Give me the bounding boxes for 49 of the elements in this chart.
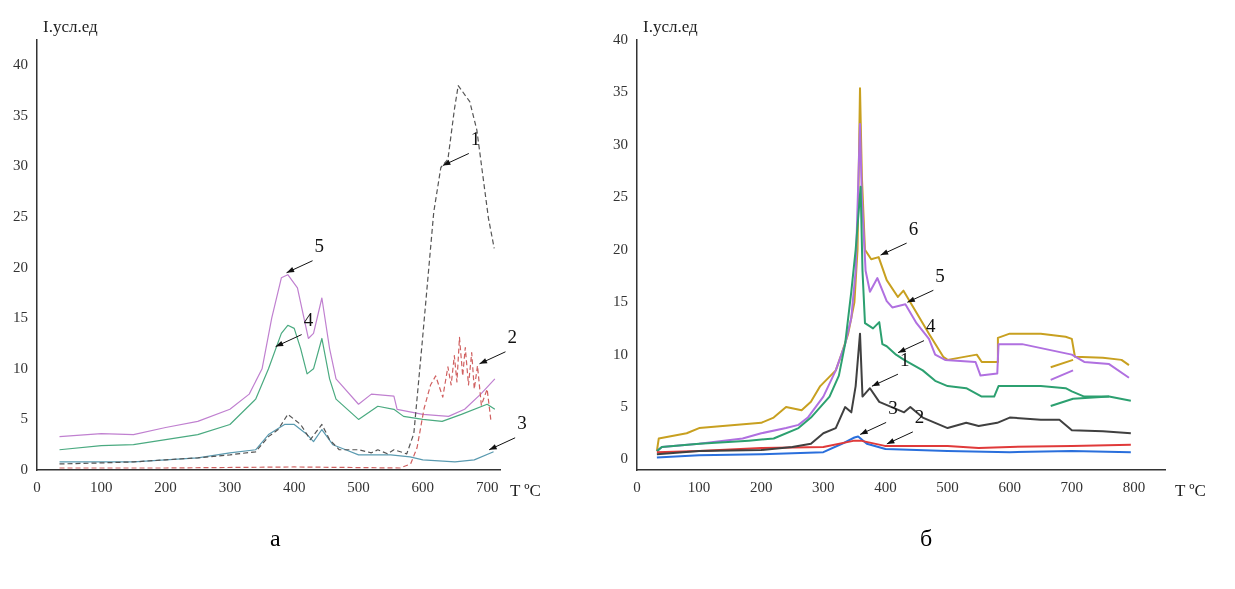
x-tick-label: 200 [749,478,773,495]
y-tick-label: 40 [13,56,28,73]
y-tick-label: 10 [13,359,28,376]
y-tick-label: 30 [613,135,628,152]
annotation: 1 [470,127,481,149]
text: б [920,525,933,552]
y-tick-label: 10 [613,345,628,362]
annotation: 5 [935,264,945,286]
annotation: 4 [303,309,314,331]
y-tick-label: 15 [613,293,628,310]
y-tick-label: 25 [13,208,28,224]
y-tick-label: 30 [13,157,28,174]
y-axis-title: I.усл.ед [43,16,99,36]
x-axis-title: T ºC [510,481,541,501]
x-tick-label: 300 [812,478,835,495]
x-tick-label: 400 [874,478,897,495]
x-tick-label: 500 [936,478,959,495]
x-tick-label: 0 [33,478,41,495]
annotation: 4 [926,315,937,337]
x-tick-label: 600 [411,478,435,495]
y-tick-label: 25 [613,188,628,205]
y-tick-label: 0 [20,460,28,477]
y-tick-label: 40 [613,30,628,47]
y-tick-label: 5 [620,398,628,415]
x-tick-label: 100 [687,478,711,495]
y-tick-label: 5 [20,410,28,427]
y-tick-label: 35 [613,83,628,100]
text: а [270,525,281,552]
y-tick-label: 15 [13,309,28,326]
x-tick-label: 500 [347,478,370,495]
x-tick-label: 700 [1060,478,1084,495]
annotation: 6 [908,217,919,239]
y-axis-title: I.усл.ед [643,16,699,36]
x-tick-label: 0 [633,478,641,495]
annotation: 2 [507,326,517,348]
x-tick-label: 700 [475,478,499,495]
x-tick-label: 100 [90,478,113,495]
x-tick-label: 200 [154,478,177,495]
x-tick-label: 600 [998,478,1021,495]
y-tick-label: 0 [620,450,628,467]
annotation: 5 [314,235,325,257]
y-tick-label: 35 [13,106,28,123]
y-tick-label: 20 [613,240,628,257]
x-axis-title: T ºC [1175,481,1206,501]
annotation: 3 [517,412,527,434]
x-tick-label: 800 [1122,478,1146,495]
y-tick-label: 20 [13,258,28,275]
x-tick-label: 400 [282,478,306,495]
x-tick-label: 300 [218,478,242,495]
